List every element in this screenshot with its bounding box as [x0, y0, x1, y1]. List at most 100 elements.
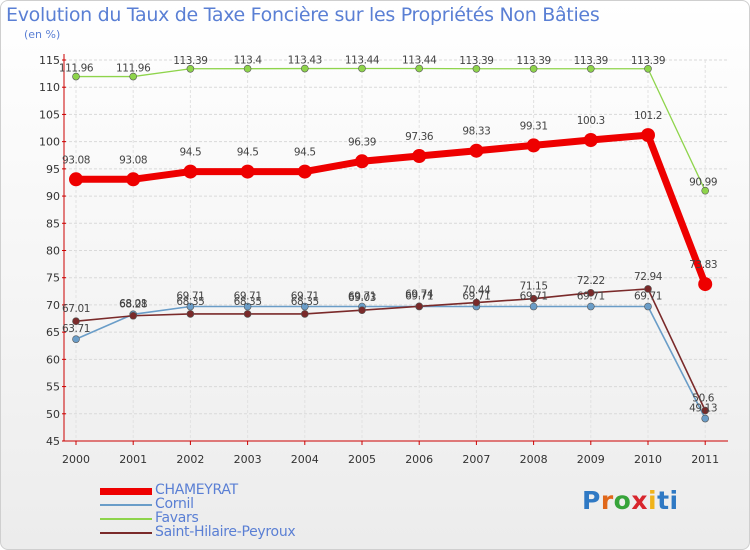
y-tick-label: 115: [39, 54, 60, 67]
data-point: [72, 335, 80, 343]
data-label: 69.71: [176, 291, 204, 303]
legend-label-favars: Favars: [155, 510, 199, 526]
data-label: 100.3: [577, 115, 605, 127]
y-tick-label: 95: [46, 163, 60, 176]
logo-letter: i: [648, 486, 658, 515]
data-label: 68.35: [234, 296, 262, 308]
data-label: 113.44: [345, 54, 380, 66]
data-point: [412, 149, 427, 164]
legend-swatch-cornil: [100, 504, 152, 506]
series-line-0: [72, 131, 709, 288]
data-point: [186, 64, 195, 73]
data-point: [415, 64, 424, 73]
data-label: 68.35: [291, 296, 319, 308]
data-label: 113.43: [288, 55, 322, 67]
data-point: [72, 317, 80, 326]
data-label: 113.39: [173, 55, 207, 67]
data-point: [701, 186, 710, 195]
y-tick-label: 90: [46, 190, 60, 203]
data-label: 113.39: [459, 55, 493, 67]
data-label: 96.39: [348, 136, 376, 148]
data-point: [644, 285, 652, 293]
data-label: 111.96: [116, 63, 151, 75]
data-label: 94.5: [180, 147, 202, 159]
data-point: [126, 172, 141, 187]
y-tick-label: 45: [46, 435, 60, 448]
data-label: 94.5: [237, 147, 259, 159]
data-label: 69.71: [234, 291, 262, 303]
logo-letter: x: [631, 486, 648, 515]
data-point: [701, 406, 710, 415]
data-point: [586, 289, 595, 297]
data-point: [355, 154, 369, 169]
data-label: 111.96: [59, 63, 94, 75]
x-tick-label: 2003: [234, 453, 262, 466]
data-point: [526, 138, 541, 153]
data-label: 101.2: [634, 110, 662, 122]
data-label: 113.39: [516, 55, 550, 67]
x-tick-label: 2007: [462, 453, 490, 466]
data-point: [469, 143, 484, 158]
data-label: 69.71: [405, 291, 433, 303]
x-tick-label: 2000: [62, 453, 90, 466]
data-label: 72.22: [577, 275, 605, 287]
data-point: [243, 302, 252, 311]
data-point: [644, 64, 652, 73]
data-point: [415, 302, 424, 311]
y-tick-label: 55: [46, 381, 60, 394]
data-label: 113.4: [234, 55, 263, 67]
x-tick-label: 2009: [577, 453, 605, 466]
chart-subtitle: (en %): [24, 28, 61, 41]
data-point: [586, 302, 595, 311]
legend-swatch-chameyrat: [100, 487, 152, 495]
y-tick-label: 50: [46, 408, 60, 421]
data-point: [300, 302, 309, 311]
logo-letter: P: [582, 486, 601, 515]
y-tick-label: 80: [46, 245, 60, 258]
data-point: [701, 414, 710, 423]
series-line-1: [75, 305, 707, 420]
data-label: 69.74: [405, 288, 434, 300]
series-layer: [69, 64, 713, 423]
data-point: [300, 64, 309, 73]
data-point: [300, 310, 309, 318]
data-label: 90.99: [689, 177, 717, 189]
data-point: [186, 310, 195, 318]
data-label: 73.83: [689, 259, 717, 271]
y-tick-label: 100: [39, 136, 60, 149]
data-label: 72.94: [634, 271, 663, 283]
data-point: [129, 72, 137, 81]
logo-letter: o: [613, 486, 632, 515]
data-point: [529, 64, 538, 73]
data-point: [698, 277, 713, 292]
data-point: [243, 64, 252, 73]
data-label: 97.36: [405, 131, 434, 143]
grid-lines: [64, 59, 728, 442]
series-line-2: [75, 67, 706, 192]
data-point: [586, 64, 595, 73]
data-label: 71.15: [520, 281, 548, 293]
chart-title: Evolution du Taux de Taxe Foncière sur l…: [6, 4, 600, 26]
data-label: 99.31: [520, 120, 548, 132]
x-tick-label: 2006: [405, 453, 433, 466]
data-label: 69.71: [291, 291, 319, 303]
y-tick-label: 70: [46, 299, 60, 312]
data-point: [243, 310, 252, 318]
legend-label-saint-hilaire-peyroux: Saint-Hilaire-Peyroux: [155, 524, 296, 540]
x-tick-label: 2008: [520, 453, 548, 466]
logo-letter: ti: [657, 486, 679, 515]
data-point: [358, 64, 366, 73]
proxiti-logo: Proxiti: [582, 486, 679, 515]
data-label: 68.35: [176, 296, 204, 308]
data-point: [641, 128, 655, 143]
data-label: 98.33: [462, 126, 490, 138]
y-tick-label: 60: [46, 353, 60, 366]
data-point: [644, 302, 652, 311]
data-label: 50.6: [692, 393, 714, 405]
data-label: 113.39: [631, 55, 665, 67]
series-line-3: [75, 288, 707, 412]
data-point: [583, 133, 598, 148]
data-label: 113.39: [574, 55, 608, 67]
x-tick-label: 2010: [634, 453, 662, 466]
